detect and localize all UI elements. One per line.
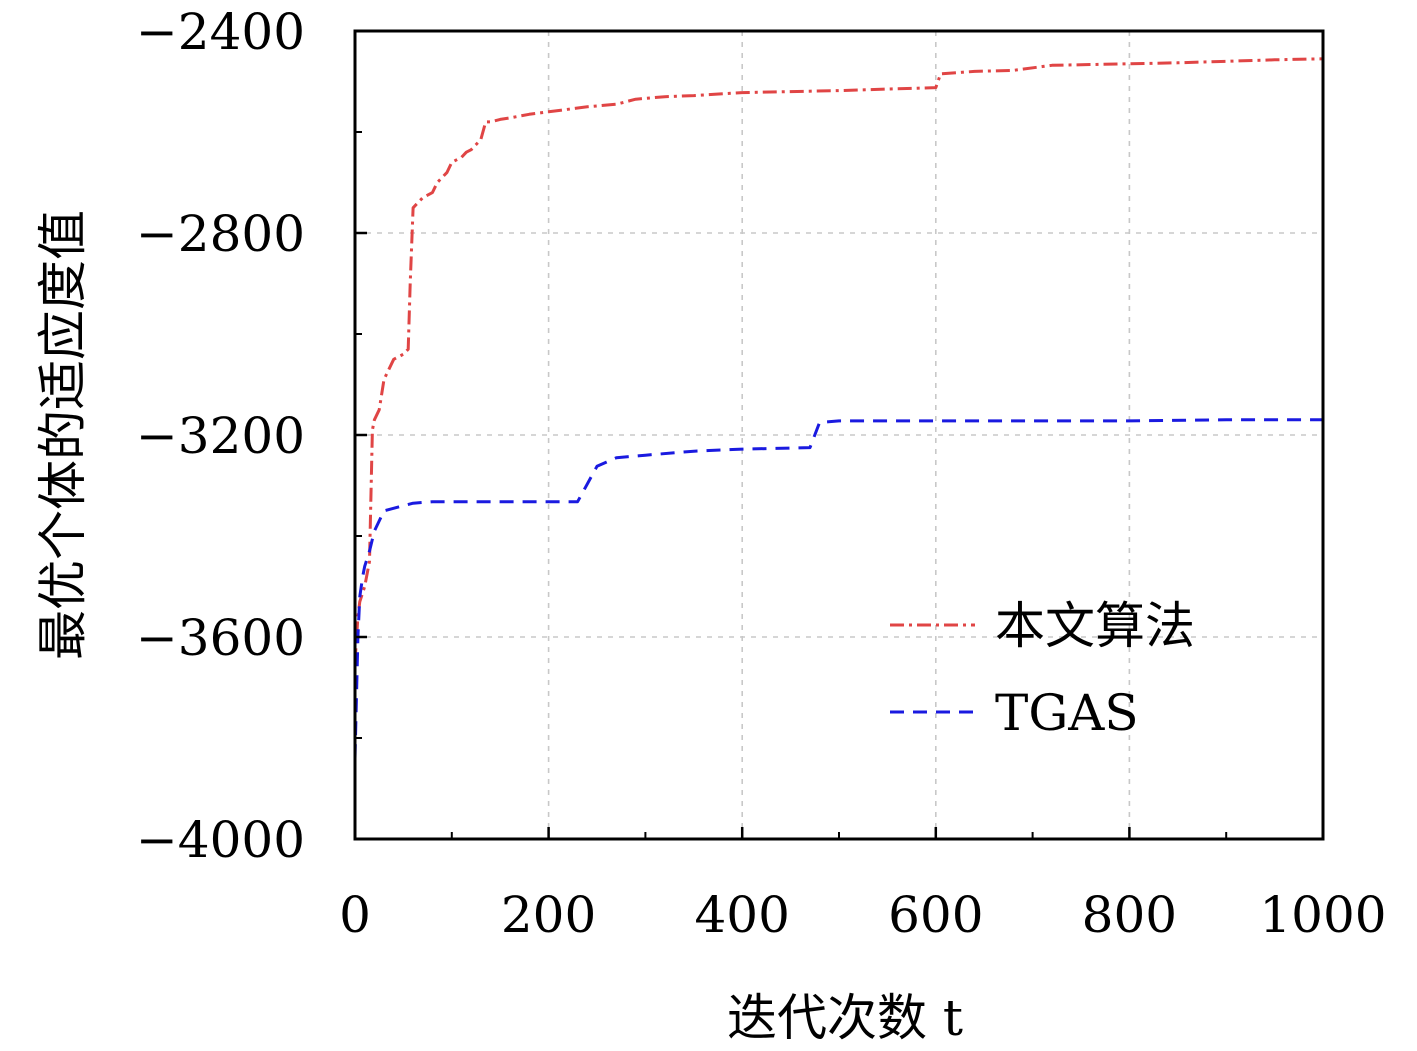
x-tick-label: 800: [1082, 886, 1177, 944]
tick-labels: 0 200 400 600 800 1000 −4000 −3600 −3200 −2800 −24…: [136, 3, 1387, 944]
legend-label-series-1: TGAS: [995, 684, 1139, 742]
x-tick-label: 200: [501, 886, 596, 944]
x-tick-label: 400: [694, 886, 789, 944]
y-tick-label: −2800: [136, 205, 305, 263]
y-tick-label: −2400: [136, 3, 305, 61]
y-axis-title: 最优个体的适应度值: [34, 210, 92, 660]
series-layer: [353, 57, 1324, 759]
legend: 本文算法 TGAS: [890, 597, 1195, 742]
x-tick-label: 600: [888, 886, 983, 944]
y-tick-label: −4000: [136, 811, 305, 869]
series-line-0: [353, 57, 1324, 663]
x-tick-label: 1000: [1259, 886, 1386, 944]
y-tick-label: −3600: [136, 609, 305, 667]
x-tick-label: 0: [339, 886, 371, 944]
legend-label-series-0: 本文算法: [995, 597, 1195, 655]
y-tick-label: −3200: [136, 407, 305, 465]
x-axis-title: 迭代次数 t: [727, 989, 963, 1047]
grid: [355, 31, 1323, 839]
series-line-1: [353, 418, 1323, 759]
axis-ticks: [353, 29, 1325, 841]
